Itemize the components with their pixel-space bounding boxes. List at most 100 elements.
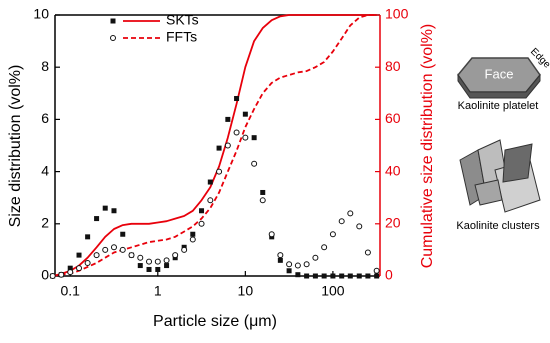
marker — [216, 168, 223, 175]
x-axis-title: Particle size (μm) — [153, 313, 277, 330]
marker — [111, 208, 117, 214]
marker — [260, 189, 266, 195]
marker — [347, 210, 354, 217]
marker — [356, 273, 362, 279]
legend-marker — [110, 18, 116, 24]
marker — [172, 252, 179, 259]
marker — [225, 116, 231, 122]
y2-tick-label: 20 — [385, 215, 401, 231]
marker — [329, 231, 336, 238]
y2-tick-label: 40 — [385, 162, 401, 178]
marker — [207, 197, 214, 204]
annotation: Kaolinite clusters — [456, 220, 540, 232]
marker — [304, 273, 310, 279]
marker — [286, 268, 292, 274]
marker — [295, 272, 301, 278]
y-tick-label: 2 — [41, 215, 49, 231]
marker — [330, 273, 336, 279]
y-tick-label: 0 — [41, 267, 49, 283]
marker — [242, 111, 248, 117]
marker — [356, 223, 363, 230]
marker — [364, 249, 371, 256]
legend-label: FFTs — [166, 29, 197, 45]
marker — [259, 197, 266, 204]
platelet-edge — [457, 73, 541, 99]
marker — [146, 266, 152, 272]
marker — [94, 216, 100, 222]
marker — [198, 220, 205, 227]
marker — [286, 261, 293, 268]
marker — [312, 273, 318, 279]
marker — [233, 129, 240, 136]
marker — [374, 273, 380, 279]
cluster-piece — [502, 143, 533, 183]
marker — [207, 179, 213, 185]
marker — [234, 96, 240, 102]
annotation: Kaolinite platelet — [458, 100, 539, 112]
marker — [102, 246, 109, 253]
marker — [58, 271, 65, 278]
marker — [110, 244, 117, 251]
y-tick-label: 6 — [41, 110, 49, 126]
marker — [268, 231, 275, 238]
marker — [67, 269, 74, 276]
marker — [49, 273, 56, 279]
marker — [321, 273, 327, 279]
y2-tick-label: 0 — [385, 267, 393, 283]
y-tick-label: 10 — [33, 6, 49, 22]
marker — [137, 254, 144, 261]
marker — [190, 231, 196, 237]
marker — [303, 261, 310, 268]
cluster-piece — [474, 179, 503, 206]
marker — [347, 273, 353, 279]
y-tick-label: 8 — [41, 58, 49, 74]
legend-marker — [110, 35, 116, 41]
marker — [277, 257, 283, 263]
y2-tick-label: 60 — [385, 110, 401, 126]
annotation: Face — [485, 66, 514, 81]
marker — [216, 145, 222, 151]
marker — [155, 266, 161, 272]
x-tick-label: 100 — [321, 283, 345, 299]
marker — [146, 258, 153, 265]
marker — [277, 252, 284, 259]
marker — [76, 265, 83, 272]
marker — [137, 263, 143, 269]
x-tick-label: 1 — [154, 283, 162, 299]
marker — [119, 246, 126, 253]
marker — [199, 208, 205, 214]
y2-axis-title: Cumulative size distribution (vol%) — [419, 24, 436, 269]
marker — [251, 135, 257, 141]
y-axis-title: Size distribution (vol%) — [7, 65, 24, 228]
cumulative-line — [52, 14, 377, 277]
marker — [163, 257, 170, 264]
marker — [224, 142, 231, 149]
y2-tick-label: 100 — [385, 6, 409, 22]
marker — [338, 218, 345, 225]
marker — [242, 134, 249, 141]
y-tick-label: 4 — [41, 162, 49, 178]
marker — [67, 265, 73, 271]
marker — [76, 252, 82, 258]
x-tick-label: 10 — [238, 283, 254, 299]
marker — [321, 244, 328, 251]
marker — [339, 273, 345, 279]
marker — [93, 252, 100, 259]
x-tick-label: 0.1 — [60, 283, 80, 299]
marker — [128, 252, 135, 259]
illustrations: Face Edge Kaolinite platelet Kaolinite c… — [456, 46, 550, 232]
marker — [294, 262, 301, 269]
marker — [154, 258, 161, 265]
marker — [164, 263, 170, 269]
marker — [189, 236, 196, 243]
marker — [84, 259, 91, 266]
marker — [312, 254, 319, 261]
legend-label: SKTs — [166, 12, 199, 28]
marker — [251, 160, 258, 167]
marker — [373, 267, 380, 274]
marker — [85, 234, 91, 240]
cumulative-line — [52, 14, 377, 277]
marker — [181, 246, 188, 253]
